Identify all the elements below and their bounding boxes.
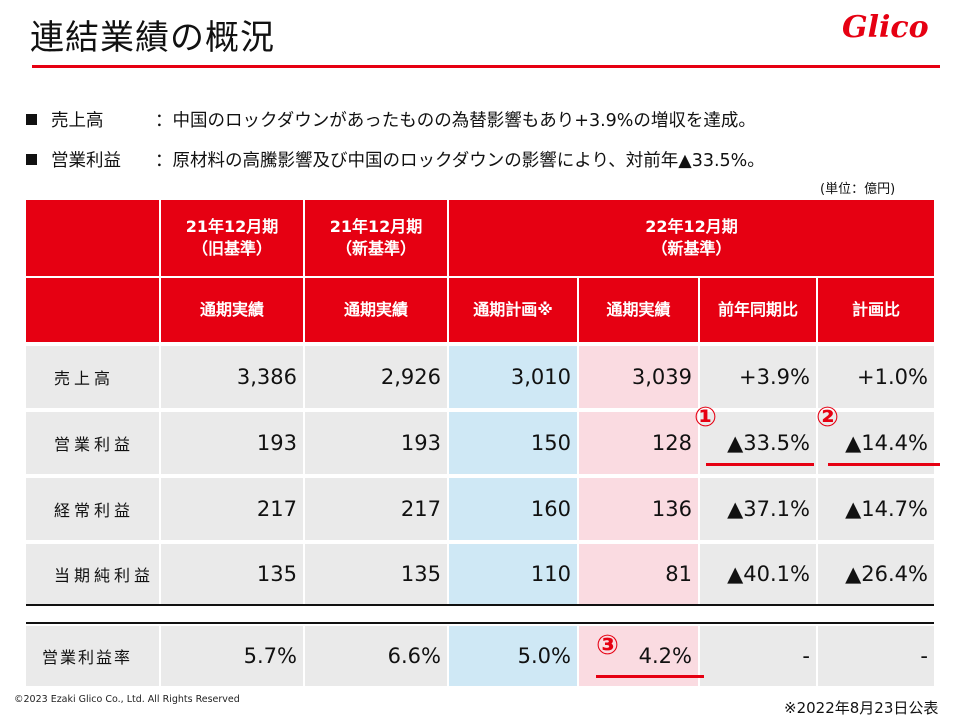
table-cell: +1.0% (818, 346, 934, 408)
bullet-text: ：中国のロックダウンがあったものの為替影響もあり+3.9%の増収を達成。 (155, 111, 756, 131)
table-cell: ▲26.4% (818, 544, 934, 604)
table-cell: 217 (305, 478, 447, 540)
group-header-line1: 21年12月期 (185, 217, 279, 236)
group-header-fy21-new: 21年12月期 （新基準） (305, 200, 447, 276)
title-divider (32, 65, 940, 68)
publish-date: ※2022年8月23日公表 (784, 699, 939, 717)
column-header: 通期実績 (579, 278, 698, 342)
table-cell: 193 (161, 412, 303, 474)
table-divider (26, 604, 934, 606)
table-cell: 135 (305, 544, 447, 604)
annotation-marker-2: ② (816, 402, 839, 433)
table-cell: +3.9% (700, 346, 816, 408)
annotation-underline (596, 675, 704, 678)
annotation-marker-3: ③ (596, 630, 619, 661)
bullet-square-icon (26, 154, 37, 165)
group-header-fy22-new: 22年12月期 （新基準） (449, 200, 934, 276)
row-label: 経常利益 (26, 478, 159, 540)
header-corner (26, 200, 159, 276)
header-corner-lower (26, 278, 159, 342)
bullet-square-icon (26, 114, 37, 125)
table-cell: ▲40.1% (700, 544, 816, 604)
table-cell: ▲37.1% (700, 478, 816, 540)
table-divider (26, 622, 934, 624)
bullet-sales: 売上高 ：中国のロックダウンがあったものの為替影響もあり+3.9%の増収を達成。 (26, 107, 756, 132)
table-cell: 150 (449, 412, 577, 474)
row-label: 当期純利益 (26, 544, 159, 604)
group-header-fy21-old: 21年12月期 （旧基準） (161, 200, 303, 276)
table-cell: - (700, 626, 816, 686)
copyright-text: ©2023 Ezaki Glico Co., Ltd. All Rights R… (14, 694, 240, 705)
table-cell: 135 (161, 544, 303, 604)
table-cell: 136 (579, 478, 698, 540)
page-title: 連結業績の概況 (30, 18, 275, 58)
table-cell: 128 (579, 412, 698, 474)
column-header: 通期実績 (305, 278, 447, 342)
bullet-operating-profit: 営業利益 ：原材料の高騰影響及び中国のロックダウンの影響により、対前年▲33.5%… (26, 147, 765, 172)
column-header: 通期計画※ (449, 278, 577, 342)
row-label: 売上高 (26, 346, 159, 408)
table-cell: 3,039 (579, 346, 698, 408)
group-header-line1: 21年12月期 (329, 217, 423, 236)
glico-logo: Glico (842, 10, 929, 45)
table-cell: 2,926 (305, 346, 447, 408)
table-cell: 5.7% (161, 626, 303, 686)
table-cell: 3,010 (449, 346, 577, 408)
group-header-line2: （新基準） (335, 239, 416, 258)
group-header-line2: （新基準） (651, 239, 732, 258)
group-header-line1: 22年12月期 (645, 217, 738, 236)
table-cell: ▲14.7% (818, 478, 934, 540)
annotation-underline (828, 463, 940, 466)
group-header-line2: （旧基準） (191, 239, 272, 258)
table-cell: 110 (449, 544, 577, 604)
column-header: 計画比 (818, 278, 934, 342)
table-cell: 6.6% (305, 626, 447, 686)
row-label: 営業利益 (26, 412, 159, 474)
table-cell: 160 (449, 478, 577, 540)
annotation-underline (706, 463, 814, 466)
table-cell: 3,386 (161, 346, 303, 408)
table-cell: - (818, 626, 934, 686)
table-cell: 5.0% (449, 626, 577, 686)
column-header: 通期実績 (161, 278, 303, 342)
annotation-marker-1: ① (694, 402, 717, 433)
table-cell: 81 (579, 544, 698, 604)
row-label: 営業利益率 (26, 626, 159, 686)
table-cell: 217 (161, 478, 303, 540)
bullet-label: 営業利益 (51, 151, 121, 171)
unit-note: (単位：億円) (820, 182, 896, 197)
bullet-text: ：原材料の高騰影響及び中国のロックダウンの影響により、対前年▲33.5%。 (155, 151, 765, 171)
column-header: 前年同期比 (700, 278, 816, 342)
bullet-label: 売上高 (51, 111, 104, 131)
table-cell: 193 (305, 412, 447, 474)
